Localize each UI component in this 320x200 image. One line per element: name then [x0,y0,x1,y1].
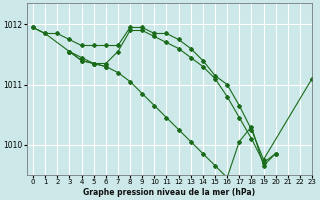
X-axis label: Graphe pression niveau de la mer (hPa): Graphe pression niveau de la mer (hPa) [84,188,256,197]
